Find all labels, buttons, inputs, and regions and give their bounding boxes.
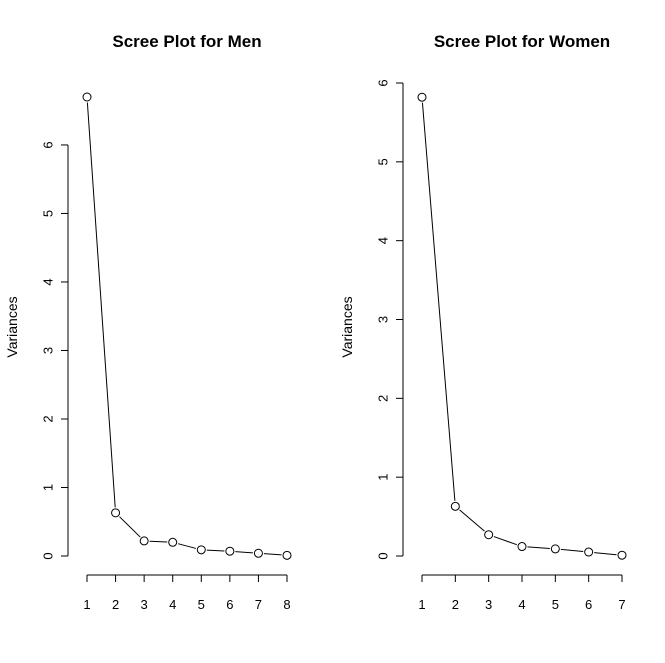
y-axis-label-men: Variances — [4, 296, 20, 357]
series-segment — [527, 546, 550, 550]
chart-title-men: Scree Plot for Men — [112, 32, 261, 51]
series-segment — [493, 536, 517, 546]
series-segment — [177, 543, 197, 549]
x-tick-label: 8 — [283, 597, 290, 612]
data-point — [253, 548, 263, 558]
data-point — [584, 547, 594, 557]
y-tick-label: 2 — [376, 395, 391, 402]
series-segment — [235, 551, 253, 554]
y-tick-label: 5 — [376, 158, 391, 165]
x-tick-label: 7 — [618, 597, 625, 612]
y-tick-label: 6 — [376, 79, 391, 86]
data-point — [450, 501, 460, 511]
data-point — [550, 544, 560, 554]
data-point — [517, 542, 527, 552]
chart-panel-women: Scree Plot for Women Variances 1 2 3 4 5 6 7 0… — [339, 32, 627, 612]
y-tick-label: 1 — [41, 484, 56, 491]
data-point — [168, 537, 178, 547]
data-point — [282, 550, 292, 560]
x-tick-label: 5 — [198, 597, 205, 612]
y-tick-label: 3 — [376, 316, 391, 323]
x-tick-label: 1 — [83, 597, 90, 612]
chart-panel-men: Scree Plot for Men Variances 1 2 3 4 5 6 7 8 0 1… — [4, 32, 292, 612]
data-point — [82, 92, 92, 102]
y-axis-men: 0 1 2 3 4 5 6 — [41, 141, 69, 560]
series-segment — [459, 509, 485, 532]
chart-title-women: Scree Plot for Women — [434, 32, 610, 51]
x-tick-label: 3 — [485, 597, 492, 612]
x-tick-label: 6 — [585, 597, 592, 612]
series-segment — [263, 553, 282, 556]
data-point — [617, 550, 627, 560]
x-axis-men: 1 2 3 4 5 6 7 8 — [83, 574, 291, 612]
x-tick-label: 2 — [112, 597, 119, 612]
y-axis-label-women: Variances — [339, 296, 355, 357]
data-point — [484, 530, 494, 540]
series-women — [417, 92, 627, 560]
x-tick-label: 5 — [552, 597, 559, 612]
series-segment — [86, 102, 116, 508]
x-tick-label: 4 — [518, 597, 525, 612]
series-segment — [594, 552, 617, 556]
data-point — [196, 545, 206, 555]
y-tick-label: 4 — [376, 237, 391, 244]
series-segment — [560, 548, 584, 553]
y-axis-women: 0 1 2 3 4 5 6 — [376, 79, 404, 560]
y-tick-label: 1 — [376, 474, 391, 481]
series-line-men — [86, 102, 282, 556]
series-segment — [421, 102, 456, 501]
y-tick-label: 0 — [376, 552, 391, 559]
x-axis-women: 1 2 3 4 5 6 7 — [418, 574, 626, 612]
y-tick-label: 2 — [41, 415, 56, 422]
x-tick-label: 3 — [141, 597, 148, 612]
x-tick-label: 1 — [418, 597, 425, 612]
y-tick-label: 5 — [41, 210, 56, 217]
series-line-women — [421, 102, 617, 556]
data-point — [417, 92, 427, 102]
series-segment — [119, 516, 141, 538]
data-point — [225, 546, 235, 556]
series-segment — [206, 549, 225, 552]
data-point — [111, 508, 121, 518]
series-segment — [149, 540, 168, 543]
data-point — [139, 536, 149, 546]
y-tick-label: 0 — [41, 552, 56, 559]
x-tick-label: 4 — [169, 597, 176, 612]
x-tick-label: 7 — [255, 597, 262, 612]
y-tick-label: 6 — [41, 141, 56, 148]
series-men — [82, 92, 292, 560]
y-tick-label: 4 — [41, 278, 56, 285]
x-tick-label: 2 — [452, 597, 459, 612]
x-tick-label: 6 — [226, 597, 233, 612]
y-tick-label: 3 — [41, 347, 56, 354]
